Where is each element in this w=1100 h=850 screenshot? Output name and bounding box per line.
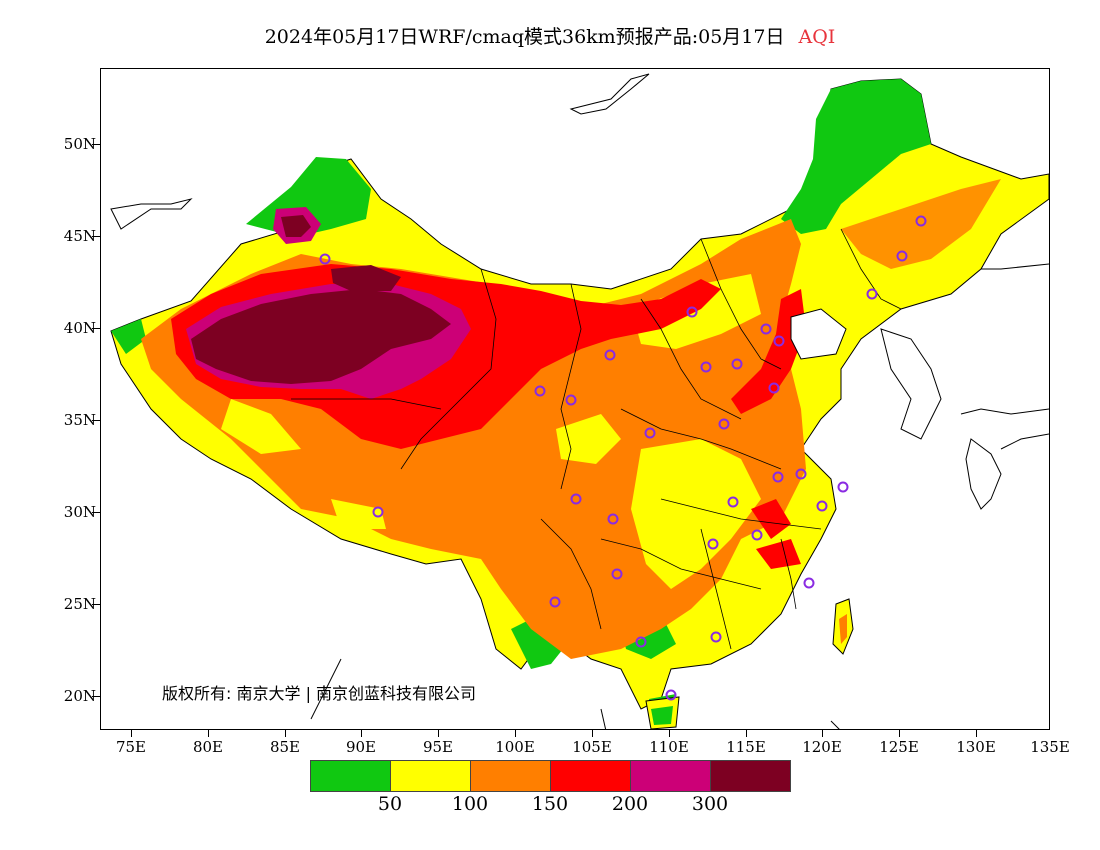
legend-swatch-300-plus	[711, 761, 790, 791]
legend-label-200: 200	[600, 793, 660, 815]
x-label-130e: 130E	[951, 738, 1001, 756]
copyright-text: 版权所有: 南京大学 | 南京创蓝科技有限公司	[162, 680, 476, 704]
legend-label-50: 50	[360, 793, 420, 815]
x-tick	[746, 730, 747, 737]
x-tick	[361, 730, 362, 737]
x-label-135e: 135E	[1025, 738, 1075, 756]
x-label-100e: 100E	[490, 738, 540, 756]
legend-label-100: 100	[440, 793, 500, 815]
legend-swatch-100-150	[471, 761, 551, 791]
x-label-120e: 120E	[797, 738, 847, 756]
aqi-map	[101, 69, 1050, 730]
legend-swatch-0-50	[311, 761, 391, 791]
x-label-110e: 110E	[644, 738, 694, 756]
legend-swatch-50-100	[391, 761, 471, 791]
y-tick	[92, 696, 100, 697]
legend-label-150: 150	[520, 793, 580, 815]
y-label-50n: 50N	[48, 135, 96, 153]
x-tick	[669, 730, 670, 737]
x-label-125e: 125E	[874, 738, 924, 756]
x-tick	[976, 730, 977, 737]
x-tick	[208, 730, 209, 737]
x-label-90e: 90E	[336, 738, 386, 756]
x-tick	[131, 730, 132, 737]
map-plot-area	[100, 68, 1050, 730]
legend-label-300: 300	[680, 793, 740, 815]
y-label-20n: 20N	[48, 687, 96, 705]
title-main: 2024年05月17日WRF/cmaq模式36km预报产品:05月17日	[265, 26, 785, 48]
x-tick	[438, 730, 439, 737]
x-label-80e: 80E	[183, 738, 233, 756]
x-label-95e: 95E	[413, 738, 463, 756]
x-tick	[515, 730, 516, 737]
x-tick	[285, 730, 286, 737]
x-tick	[822, 730, 823, 737]
map-title: 2024年05月17日WRF/cmaq模式36km预报产品:05月17日 AQI	[0, 22, 1100, 49]
y-label-30n: 30N	[48, 503, 96, 521]
legend-swatch-200-300	[631, 761, 711, 791]
y-label-35n: 35N	[48, 411, 96, 429]
y-tick	[92, 328, 100, 329]
y-label-40n: 40N	[48, 319, 96, 337]
aqi-legend	[310, 760, 791, 792]
x-label-105e: 105E	[567, 738, 617, 756]
legend-swatch-150-200	[551, 761, 631, 791]
x-tick	[592, 730, 593, 737]
y-tick	[92, 420, 100, 421]
y-tick	[92, 604, 100, 605]
x-tick	[899, 730, 900, 737]
x-label-75e: 75E	[106, 738, 156, 756]
x-label-115e: 115E	[721, 738, 771, 756]
y-tick	[92, 512, 100, 513]
y-tick	[92, 144, 100, 145]
title-product: AQI	[798, 26, 835, 48]
x-label-85e: 85E	[260, 738, 310, 756]
y-label-45n: 45N	[48, 227, 96, 245]
y-tick	[92, 236, 100, 237]
y-label-25n: 25N	[48, 595, 96, 613]
